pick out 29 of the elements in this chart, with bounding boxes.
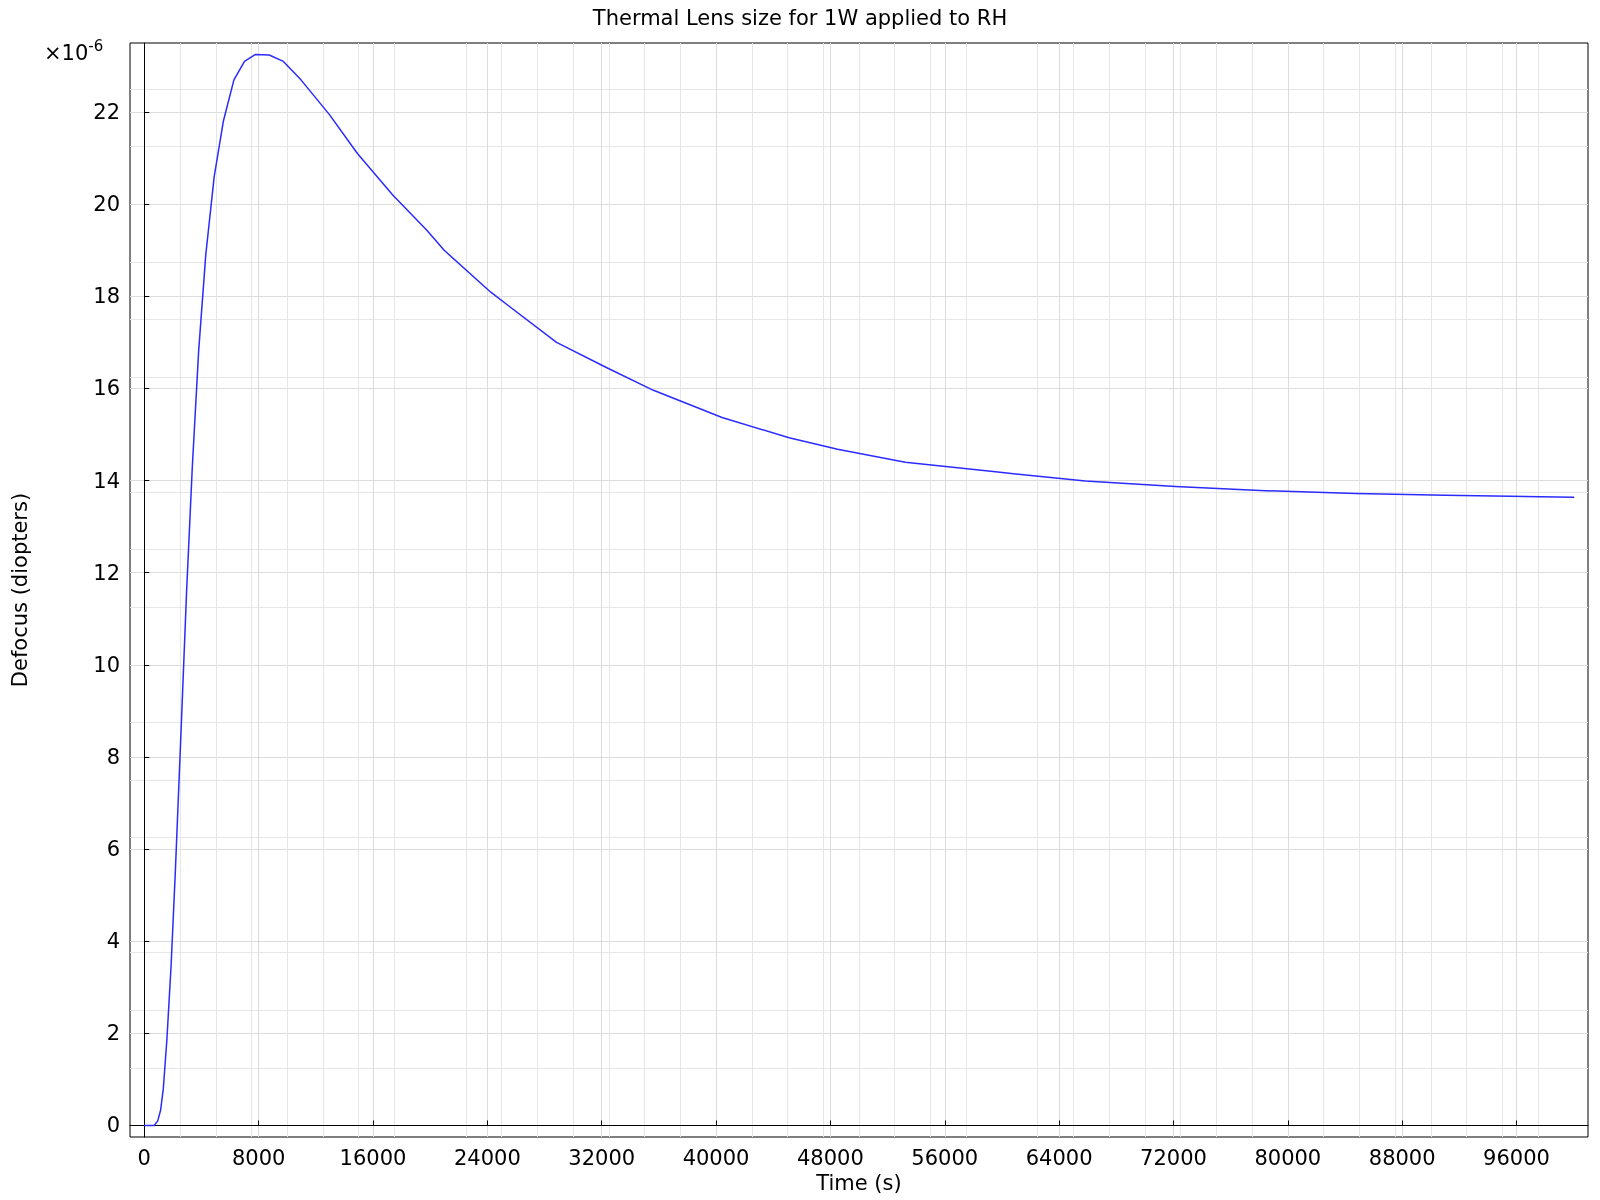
x-tick-label: 72000 <box>1140 1145 1207 1170</box>
y-tick-label: 0 <box>106 1113 120 1138</box>
chart-title: Thermal Lens size for 1W applied to RH <box>591 5 1008 30</box>
x-tick-label: 56000 <box>911 1145 979 1170</box>
x-tick-label: 88000 <box>1368 1145 1436 1170</box>
x-tick-label: 80000 <box>1254 1145 1322 1170</box>
line-series <box>143 53 1575 1127</box>
y-tick-label: 12 <box>93 560 120 585</box>
x-tick-label: 48000 <box>797 1145 864 1170</box>
x-tick-label: 40000 <box>682 1145 750 1170</box>
y-tick-label: 22 <box>93 100 120 125</box>
y-tick-label: 8 <box>106 744 120 769</box>
x-tick-label: 64000 <box>1025 1145 1093 1170</box>
x-tick-label: 16000 <box>339 1145 407 1170</box>
y-tick-label: 20 <box>93 192 120 217</box>
y-tick-label: 10 <box>93 652 120 677</box>
x-tick-label: 0 <box>137 1145 151 1170</box>
x-tick-label: 96000 <box>1483 1145 1550 1170</box>
y-tick-label: 18 <box>93 284 120 309</box>
x-tick-label: 24000 <box>453 1145 521 1170</box>
x-tick-label: 32000 <box>568 1145 636 1170</box>
y-tick-label: 16 <box>93 376 120 401</box>
x-axis-title: Time (s) <box>815 1171 902 1196</box>
y-tick-label: 14 <box>93 468 120 493</box>
y-axis-title: Defocus (diopters) <box>7 492 32 688</box>
y-tick-label: 6 <box>106 837 120 862</box>
y-tick-label: 4 <box>106 929 120 954</box>
x-tick-label: 8000 <box>231 1145 286 1170</box>
y-tick-label: 2 <box>106 1021 120 1046</box>
